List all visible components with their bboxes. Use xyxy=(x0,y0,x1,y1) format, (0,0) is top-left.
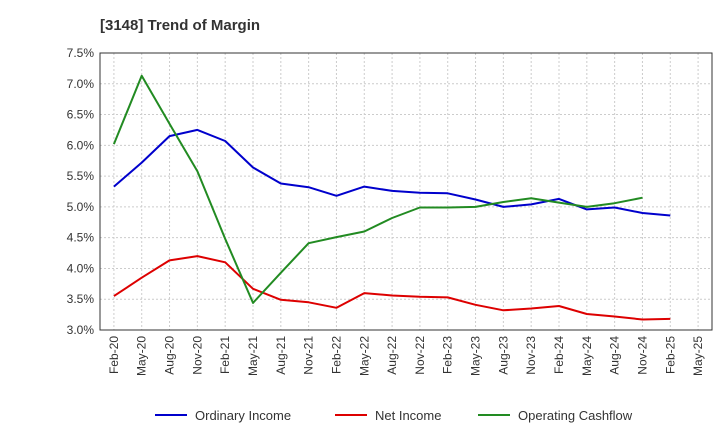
x-tick-label: Nov-20 xyxy=(190,336,204,375)
legend-label-0: Ordinary Income xyxy=(195,408,291,423)
y-tick-label: 6.5% xyxy=(67,108,95,122)
series-line-2 xyxy=(112,74,643,304)
y-tick-label: 7.0% xyxy=(67,77,95,91)
x-tick-label: May-21 xyxy=(246,336,260,376)
x-tick-label: Aug-20 xyxy=(163,336,177,375)
x-tick-label: Feb-21 xyxy=(218,336,232,374)
x-tick-label: Nov-23 xyxy=(524,336,538,375)
x-tick-label: Feb-20 xyxy=(107,336,121,374)
x-tick-label: Aug-22 xyxy=(385,336,399,375)
y-tick-label: 5.5% xyxy=(67,169,95,183)
x-tick-label: Feb-25 xyxy=(663,336,677,374)
series-lines xyxy=(112,74,671,321)
x-tick-label: May-22 xyxy=(357,336,371,376)
y-tick-label: 7.5% xyxy=(67,46,95,60)
y-tick-label: 3.0% xyxy=(67,323,95,337)
x-axis-ticks: Feb-20 May-20 Aug-20 Nov-20 Feb-21 May-21 Aug-… xyxy=(107,336,705,376)
y-tick-label: 3.5% xyxy=(67,292,95,306)
y-tick-label: 4.0% xyxy=(67,261,95,275)
x-tick-label: May-24 xyxy=(580,336,594,376)
x-tick-label: Feb-24 xyxy=(552,336,566,374)
legend-label-1: Net Income xyxy=(375,408,441,423)
y-tick-label: 4.5% xyxy=(67,231,95,245)
chart-title: [3148] Trend of Margin xyxy=(100,17,260,34)
plot-frame xyxy=(99,52,713,331)
y-tick-label: 6.0% xyxy=(67,138,95,152)
x-tick-label: Feb-22 xyxy=(329,336,343,374)
x-tick-label: Nov-22 xyxy=(413,336,427,375)
x-tick-label: May-20 xyxy=(135,336,149,376)
x-tick-label: Aug-24 xyxy=(608,336,622,375)
legend: Ordinary Income Net Income Operating Cashf… xyxy=(155,408,633,423)
x-tick-label: Nov-21 xyxy=(302,336,316,375)
x-tick-label: Aug-21 xyxy=(274,336,288,375)
y-tick-label: 5.0% xyxy=(67,200,95,214)
legend-label-2: Operating Cashflow xyxy=(518,408,633,423)
x-tick-label: Feb-23 xyxy=(441,336,455,374)
x-tick-label: Aug-23 xyxy=(496,336,510,375)
series-line-1 xyxy=(113,255,671,321)
x-tick-label: May-25 xyxy=(691,336,705,376)
y-axis-ticks: 3.0% 3.5% 4.0% 4.5% 5.0% 5.5% 6.0% 6.5% 7.0% 7.5% xyxy=(67,46,95,337)
x-tick-label: May-23 xyxy=(469,336,483,376)
x-tick-label: Nov-24 xyxy=(635,336,649,375)
